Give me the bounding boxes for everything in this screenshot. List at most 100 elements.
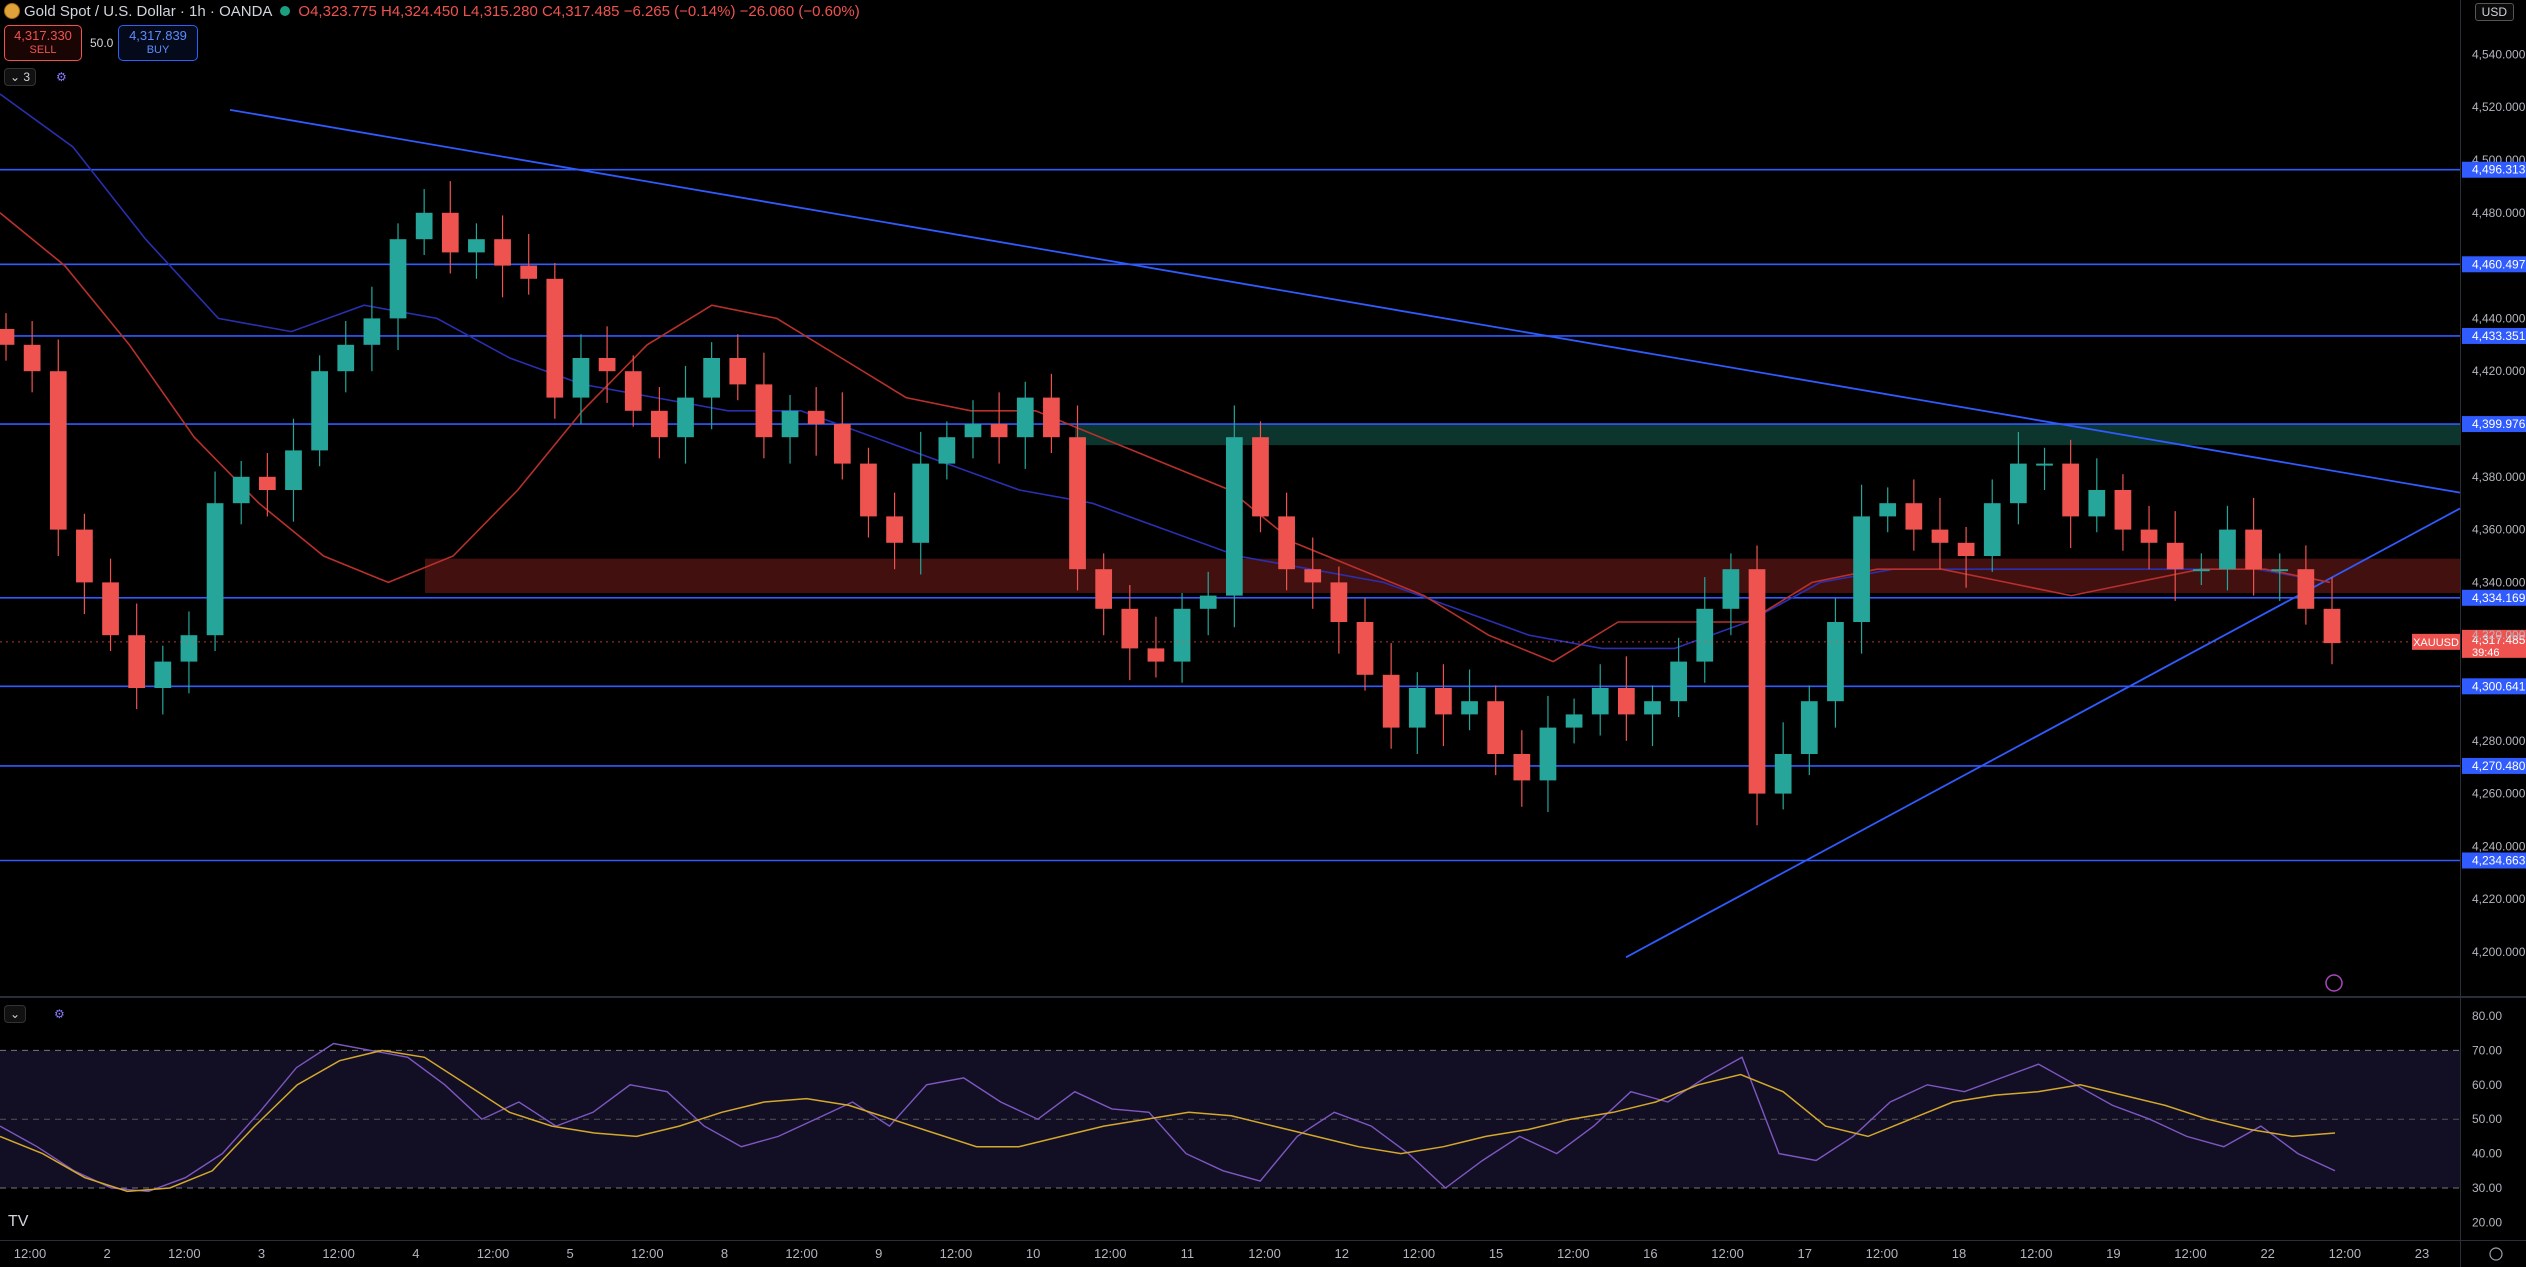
candle-body — [1095, 569, 1113, 609]
time-tick-label: 2 — [104, 1246, 111, 1261]
time-tick-label: 12:00 — [2020, 1246, 2053, 1261]
price-tick-label: 4,420.000 — [2472, 364, 2526, 378]
candle-body — [572, 358, 590, 398]
price-tick-label: 4,480.000 — [2472, 206, 2526, 220]
candle-body — [1461, 701, 1478, 715]
symbol-title[interactable]: Gold Spot / U.S. Dollar · 1h · OANDA — [24, 2, 273, 20]
candle-body — [102, 582, 119, 636]
time-tick-label: 3 — [258, 1246, 265, 1261]
price-tick-label: 4,240.000 — [2472, 839, 2526, 853]
candle-body — [729, 358, 747, 385]
candle-body — [1252, 437, 1269, 517]
level-tag-label: 4,334.169 — [2472, 591, 2526, 605]
candle-body — [1591, 688, 1609, 715]
rsi-settings-icon[interactable]: ⚙ — [54, 1007, 65, 1021]
ohlc-values: O4,323.775 H4,324.450 L4,315.280 C4,317.… — [298, 2, 860, 20]
time-tick-label: 17 — [1797, 1246, 1811, 1261]
time-tick-label: 19 — [2106, 1246, 2120, 1261]
price-tick-label: 4,360.000 — [2472, 523, 2526, 537]
currency-selector[interactable]: USD — [2474, 3, 2514, 21]
buy-button[interactable]: 4,317.839 BUY — [118, 25, 198, 61]
alert-icon — [2325, 974, 2343, 992]
candle-body — [389, 239, 407, 319]
rsi-tick-label: 70.00 — [2472, 1043, 2502, 1057]
pane-separator — [0, 996, 2526, 998]
rsi-pane-toggle[interactable]: ⌄ — [4, 1005, 27, 1023]
candle-body — [1225, 437, 1243, 596]
candle-body — [1853, 516, 1870, 622]
settings-icon[interactable]: ⚙ — [56, 70, 67, 84]
level-tag — [2462, 678, 2526, 695]
candle-body — [964, 424, 982, 438]
candle-body — [1800, 701, 1818, 754]
candle-body — [285, 450, 302, 490]
candle-body — [781, 410, 799, 438]
candle-body — [1278, 516, 1295, 570]
axis-settings-icon — [2489, 1247, 2503, 1261]
price-tick-label: 4,280.000 — [2472, 734, 2526, 748]
candle-body — [1330, 582, 1348, 622]
candle-body — [154, 661, 172, 688]
candle-body — [1173, 608, 1191, 662]
level-tag-label: 4,234.663 — [2472, 853, 2526, 867]
candle-body — [1435, 688, 1452, 715]
candle-body — [546, 278, 564, 398]
candle-body — [2245, 529, 2262, 570]
time-tick-label: 12:00 — [1094, 1246, 1127, 1261]
candle-body — [1774, 754, 1792, 794]
candle-body — [1069, 437, 1086, 570]
candle-body — [2192, 569, 2210, 572]
candle-body — [1670, 661, 1687, 702]
candle-body — [1879, 503, 1897, 517]
time-tick-label: 12:00 — [322, 1246, 355, 1261]
rsi-tick-label: 30.00 — [2472, 1181, 2502, 1195]
candle-body — [49, 371, 67, 530]
candle-body — [128, 635, 146, 688]
candle-body — [468, 239, 485, 253]
candle-body — [363, 318, 381, 345]
time-tick-label: 12:00 — [1711, 1246, 1744, 1261]
last-price-symbol-tag — [2412, 633, 2460, 650]
level-tag — [2462, 161, 2526, 178]
rsi-tick-label: 50.00 — [2472, 1112, 2502, 1126]
candle-body — [2010, 463, 2027, 504]
candle-body — [833, 424, 851, 464]
time-tick-label: 23 — [2415, 1246, 2429, 1261]
candle-body — [23, 344, 41, 372]
candle-body — [1827, 622, 1844, 702]
candle-body — [2062, 463, 2080, 517]
price-tick-label: 4,520.000 — [2472, 100, 2526, 114]
market-open-icon — [280, 6, 291, 16]
candle-body — [1983, 503, 2001, 556]
tradingview-logo-icon: TV — [8, 1213, 29, 1230]
sell-button[interactable]: 4,317.330 SELL — [4, 25, 82, 61]
candle-body — [886, 516, 903, 543]
time-tick-label: 12 — [1335, 1246, 1349, 1261]
indicators-toggle[interactable]: ⌄ 3 — [4, 68, 37, 86]
last-price-label: 4,317.485 — [2472, 633, 2526, 647]
time-tick-label: 5 — [567, 1246, 574, 1261]
candle-body — [2219, 529, 2236, 570]
level-tag-label: 4,460.497 — [2472, 257, 2526, 271]
candle-body — [1565, 714, 1583, 728]
candle-body — [1199, 595, 1217, 609]
time-tick-label: 12:00 — [940, 1246, 973, 1261]
price-tick-label: 4,440.000 — [2472, 311, 2526, 325]
rsi-tick-label: 80.00 — [2472, 1009, 2502, 1023]
candle-body — [651, 410, 668, 438]
candle-body — [1957, 542, 1975, 556]
time-tick-label: 11 — [1181, 1246, 1195, 1261]
trendline-ascending — [1625, 507, 2461, 959]
candle-body — [2140, 529, 2158, 543]
time-tick-label: 12:00 — [1866, 1246, 1899, 1261]
candle-body — [76, 529, 93, 583]
candle-body — [2323, 608, 2341, 644]
rsi-tick-label: 20.00 — [2472, 1215, 2502, 1229]
candle-body — [258, 476, 276, 490]
time-tick-label: 15 — [1489, 1246, 1503, 1261]
price-tick-label: 4,200.000 — [2472, 945, 2526, 959]
zone-demand — [425, 558, 2460, 593]
level-tag-label: 4,496.313 — [2472, 163, 2526, 177]
level-tag — [2462, 589, 2526, 606]
